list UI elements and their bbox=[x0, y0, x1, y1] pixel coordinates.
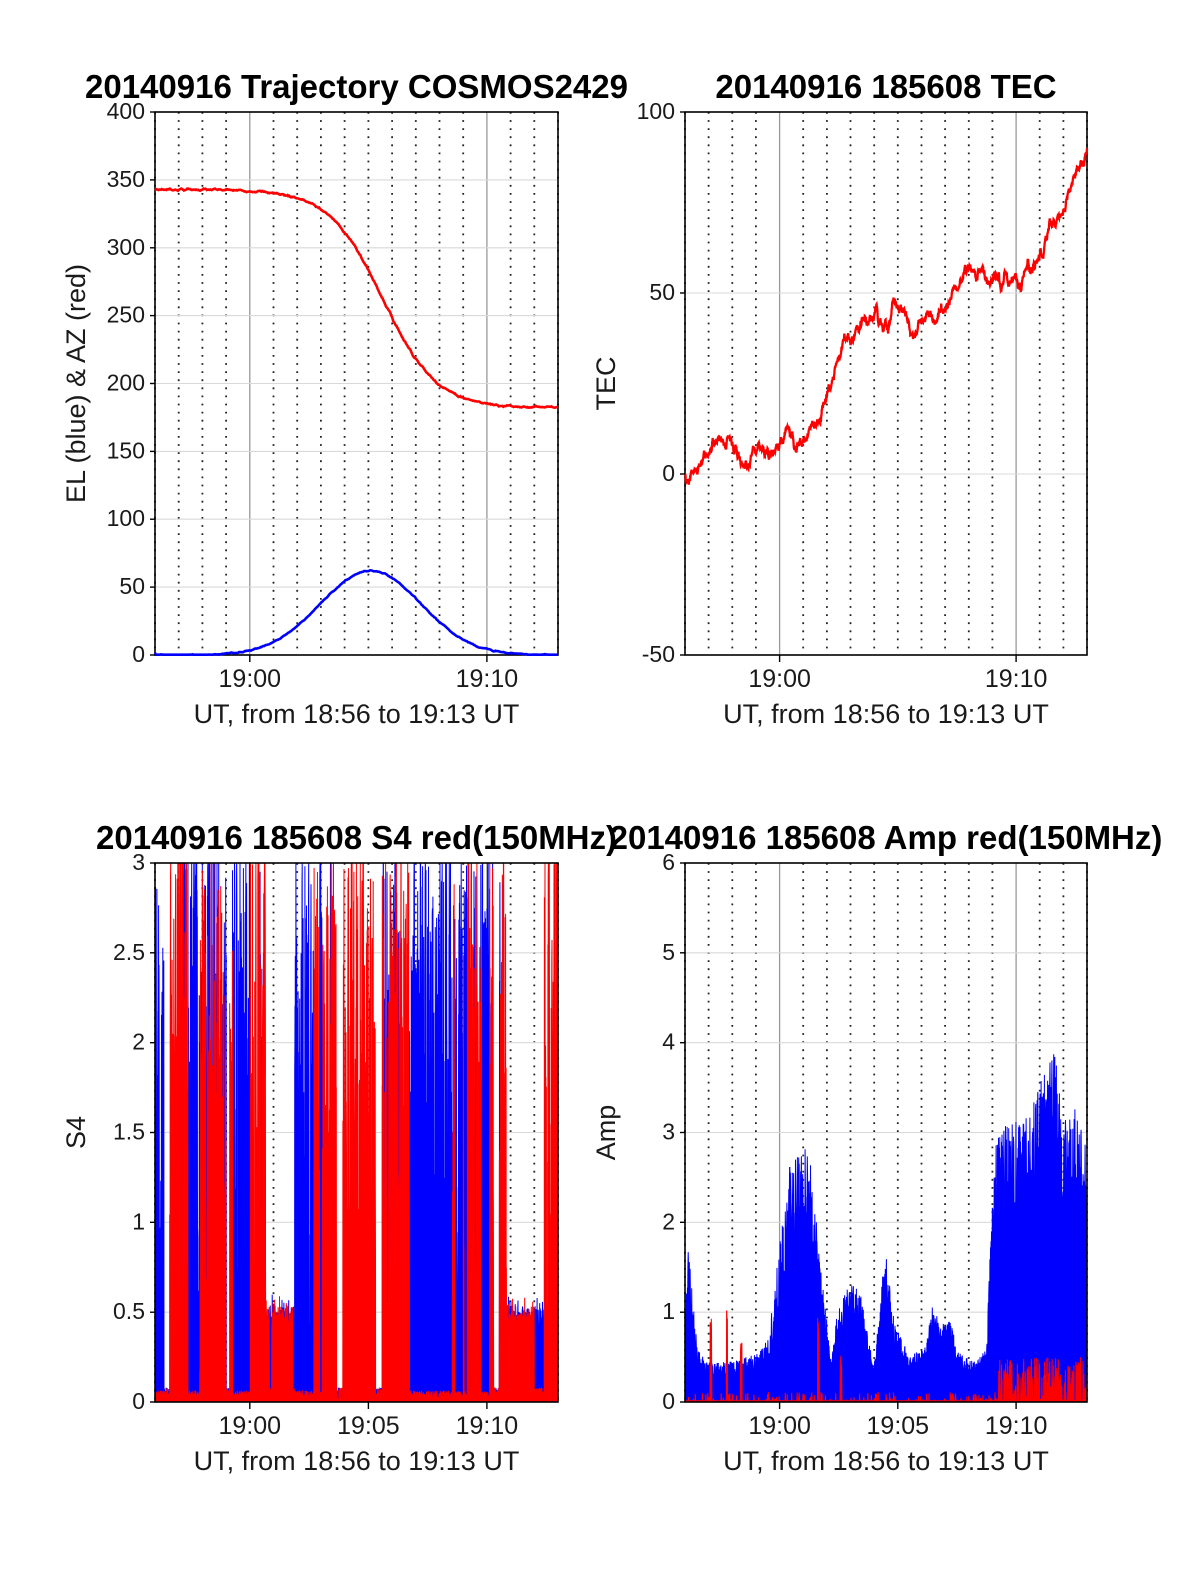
svg-text:4: 4 bbox=[662, 1029, 675, 1055]
svg-text:0: 0 bbox=[662, 460, 675, 486]
svg-text:19:10: 19:10 bbox=[985, 665, 1048, 693]
svg-text:Amp: Amp bbox=[591, 1105, 621, 1161]
svg-text:100: 100 bbox=[107, 505, 145, 531]
svg-text:50: 50 bbox=[119, 573, 145, 599]
svg-text:100: 100 bbox=[637, 98, 675, 124]
svg-text:UT, from 18:56 to 19:13 UT: UT, from 18:56 to 19:13 UT bbox=[194, 699, 520, 729]
svg-text:20140916 185608 S4 red(150MHz): 20140916 185608 S4 red(150MHz) bbox=[96, 819, 617, 856]
svg-text:19:10: 19:10 bbox=[985, 1412, 1048, 1440]
svg-text:0.5: 0.5 bbox=[113, 1298, 145, 1324]
svg-text:19:10: 19:10 bbox=[456, 1412, 519, 1440]
svg-text:19:00: 19:00 bbox=[748, 1412, 811, 1440]
svg-text:UT, from 18:56 to 19:13 UT: UT, from 18:56 to 19:13 UT bbox=[723, 699, 1049, 729]
svg-text:1: 1 bbox=[132, 1208, 145, 1234]
svg-text:UT, from 18:56 to 19:13 UT: UT, from 18:56 to 19:13 UT bbox=[194, 1446, 520, 1476]
svg-text:19:00: 19:00 bbox=[219, 1412, 282, 1440]
svg-text:UT, from 18:56 to 19:13 UT: UT, from 18:56 to 19:13 UT bbox=[723, 1446, 1049, 1476]
svg-text:1: 1 bbox=[662, 1298, 675, 1324]
svg-text:19:00: 19:00 bbox=[219, 665, 282, 693]
svg-text:0: 0 bbox=[662, 1388, 675, 1414]
svg-text:0: 0 bbox=[132, 641, 145, 667]
svg-text:2: 2 bbox=[662, 1208, 675, 1234]
svg-text:250: 250 bbox=[107, 302, 145, 328]
svg-text:-50: -50 bbox=[642, 641, 675, 667]
svg-text:20140916 185608 TEC: 20140916 185608 TEC bbox=[715, 68, 1056, 105]
svg-text:1.5: 1.5 bbox=[113, 1119, 145, 1145]
svg-text:200: 200 bbox=[107, 370, 145, 396]
svg-text:TEC: TEC bbox=[591, 357, 621, 411]
svg-text:5: 5 bbox=[662, 939, 675, 965]
svg-text:3: 3 bbox=[662, 1119, 675, 1145]
svg-text:19:00: 19:00 bbox=[748, 665, 811, 693]
svg-text:0: 0 bbox=[132, 1388, 145, 1414]
svg-text:19:05: 19:05 bbox=[337, 1412, 400, 1440]
svg-text:S4: S4 bbox=[61, 1116, 91, 1149]
svg-text:150: 150 bbox=[107, 437, 145, 463]
svg-text:350: 350 bbox=[107, 166, 145, 192]
svg-text:EL (blue) & AZ (red): EL (blue) & AZ (red) bbox=[61, 264, 91, 503]
svg-text:2.5: 2.5 bbox=[113, 939, 145, 965]
svg-text:50: 50 bbox=[649, 279, 675, 305]
svg-text:19:05: 19:05 bbox=[867, 1412, 930, 1440]
svg-text:300: 300 bbox=[107, 234, 145, 260]
svg-text:2: 2 bbox=[132, 1029, 145, 1055]
svg-text:19:10: 19:10 bbox=[456, 665, 519, 693]
svg-text:20140916 Trajectory COSMOS2429: 20140916 Trajectory COSMOS2429 bbox=[85, 68, 628, 105]
svg-text:20140916 185608 Amp red(150MHz: 20140916 185608 Amp red(150MHz) bbox=[610, 819, 1163, 856]
